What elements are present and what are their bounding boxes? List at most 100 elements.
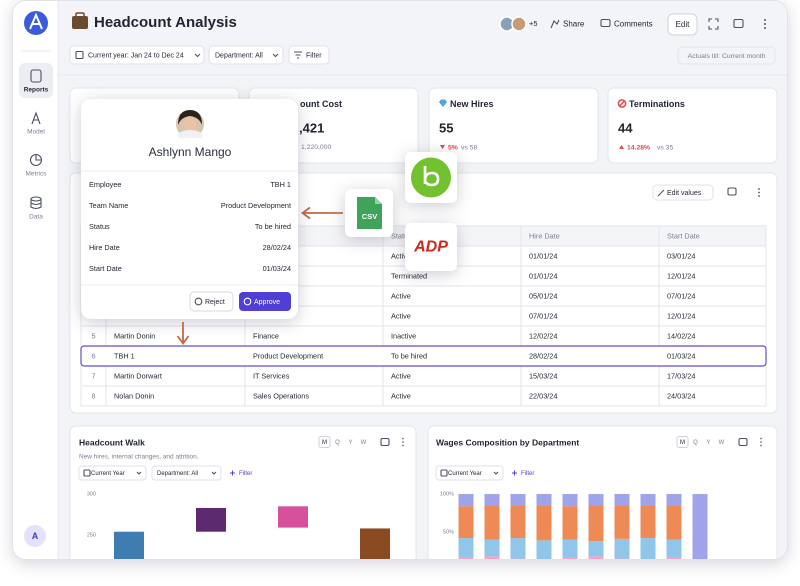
photo-hair [178,110,202,125]
fullscreen-icon[interactable] [708,18,719,30]
period-toggle[interactable]: Y [706,440,710,446]
bar-segment [641,559,656,560]
kpi-value: 55 [439,120,453,135]
kpi-title: Terminations [629,99,685,109]
nav-metrics[interactable]: Metrics [26,153,48,178]
bamboo-circle [411,157,451,198]
period-toggle[interactable]: W [719,440,725,446]
period-toggle[interactable]: Q [693,440,698,446]
bar-segment [510,494,526,506]
chart-filter-label: Department: All [157,471,198,477]
comment-icon[interactable] [380,437,390,447]
dot [764,23,766,25]
bar [278,506,308,528]
cell: Active [391,311,411,320]
period-toggle[interactable]: Q [335,440,340,446]
share-label: Share [563,20,585,29]
approve-button[interactable]: Approve [239,292,291,311]
table-menu[interactable] [758,188,760,197]
cell: 01/03/24 [667,351,695,360]
comment-icon[interactable] [738,437,748,447]
chart-cards: Headcount Walk New hires, internal chang… [69,425,778,560]
pencil-icon [657,189,665,197]
edit-values-button[interactable]: Edit values [652,184,714,201]
edit-button-bg [667,13,698,36]
nav-model[interactable]: Model [27,111,45,136]
cell: Sales Operations [253,391,309,400]
y-tick-label: 50% [443,529,454,535]
period-toggle[interactable]: M [322,440,327,446]
share-button[interactable]: Share [550,20,585,29]
adp-icon: ADP [405,223,457,271]
period-toggle[interactable]: Y [348,440,352,446]
bar-segment [640,538,656,559]
cell: Active [391,291,411,300]
nav-icon [31,111,41,125]
approve-label: Approve [254,299,280,306]
department-filter[interactable]: Department: All [208,45,284,65]
filter-icon [294,51,302,59]
comments-button[interactable]: Comments [600,18,653,29]
cell: To be hired [391,351,427,360]
logo-mark [29,12,43,30]
calendar-icon [440,469,448,477]
cell: 14/02/24 [667,331,695,340]
bar [360,528,390,559]
nav-reports[interactable]: Reports [19,63,53,98]
photo-face [184,117,196,131]
user-avatar[interactable]: A [24,525,46,547]
cell: 07/01/24 [667,291,695,300]
period-toggle[interactable]: W [361,440,367,446]
bar-segment [666,494,682,506]
kpi-note: 1,220,000 [301,144,331,151]
chart-filter[interactable] [151,465,222,481]
chart-filter[interactable] [435,465,504,481]
pill [652,184,714,201]
popup-bg [81,99,298,319]
nav-data[interactable]: Data [29,196,43,221]
kpi-note: vs 35 [657,144,673,151]
avatar-initial: A [32,531,39,541]
cell: 01/01/24 [529,251,557,260]
employee-name: Ashlynn Mango [149,145,232,159]
menu-dot [760,441,762,443]
chart-filter-label: Current Year [91,471,125,477]
plus-icon [230,470,235,476]
collaborator-avatar [511,16,527,32]
briefcase-handle [75,12,85,18]
chevron [194,53,201,58]
cell: Martin Donin [114,331,155,340]
reject-button[interactable]: Reject [189,291,234,312]
bamboo-letter [423,166,440,187]
cell: 03/01/24 [667,251,695,260]
chevron [493,471,499,475]
comment-icon[interactable] [727,187,737,196]
cell: Terminated [391,271,427,280]
cell: 12/02/24 [529,331,557,340]
bar-segment [484,505,500,540]
chart-filter-label: Filter [239,471,252,477]
period-toggle[interactable]: M [680,440,685,446]
csv-icon: CSV [345,189,393,237]
integrations: CSV ADP [300,152,457,271]
chart-filter[interactable] [78,465,147,481]
cell: 22/03/24 [529,391,557,400]
kpi-card [607,87,778,164]
chat-icon[interactable] [733,18,744,29]
chevron [136,471,142,475]
more-menu[interactable] [764,19,766,29]
add-filter[interactable]: Filter [288,45,330,65]
period-filter[interactable]: Current year: Jan 24 to Dec 24 [69,45,205,65]
bar-segment [588,556,604,559]
edit-button[interactable]: Edit [667,13,698,36]
row-number: 8 [91,391,95,400]
page-title: Headcount Analysis [94,14,237,31]
button-bg [239,292,291,311]
kpi-change: 14.28% [627,144,650,151]
y-tick-label: 250 [87,532,96,538]
kpi-card [428,87,599,164]
cell: IT Services [253,371,290,380]
cell: Martin Dorwart [114,371,162,380]
file-shape [357,197,382,229]
cell: Product Development [253,351,323,360]
